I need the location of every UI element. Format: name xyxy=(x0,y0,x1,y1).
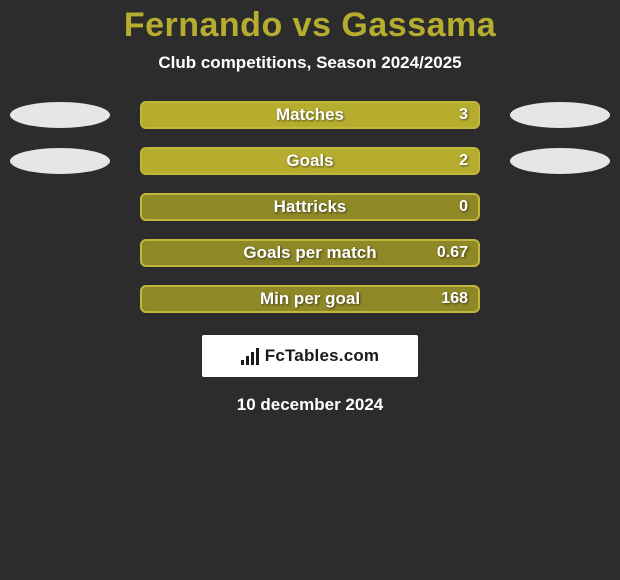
player-marker-left xyxy=(10,102,110,128)
stat-value-right: 168 xyxy=(441,290,468,308)
stat-label: Goals per match xyxy=(243,243,376,263)
page-title: Fernando vs Gassama xyxy=(0,6,620,45)
player-marker-left xyxy=(10,148,110,174)
player-marker-right xyxy=(510,148,610,174)
subtitle: Club competitions, Season 2024/2025 xyxy=(0,53,620,73)
stat-bar-track: Goals per match 0.67 xyxy=(140,239,480,267)
comparison-widget: Fernando vs Gassama Club competitions, S… xyxy=(0,0,620,580)
stat-label: Goals xyxy=(286,151,333,171)
date-label: 10 december 2024 xyxy=(0,395,620,415)
stat-label: Hattricks xyxy=(274,197,347,217)
stat-bar-track: Goals 2 xyxy=(140,147,480,175)
bar-chart-icon xyxy=(241,347,259,365)
stat-row: Min per goal 168 xyxy=(0,285,620,313)
stat-value-right: 3 xyxy=(459,106,468,124)
stat-value-right: 0.67 xyxy=(437,244,468,262)
stat-bar-track: Hattricks 0 xyxy=(140,193,480,221)
stat-value-right: 0 xyxy=(459,198,468,216)
stats-container: Matches 3 Goals 2 Hattricks 0 Goals per match 0… xyxy=(0,101,620,313)
stat-row: Matches 3 xyxy=(0,101,620,129)
branding-badge[interactable]: FcTables.com xyxy=(202,335,418,377)
stat-label: Matches xyxy=(276,105,344,125)
player-marker-right xyxy=(510,102,610,128)
stat-row: Hattricks 0 xyxy=(0,193,620,221)
stat-row: Goals 2 xyxy=(0,147,620,175)
stat-bar-track: Matches 3 xyxy=(140,101,480,129)
stat-bar-track: Min per goal 168 xyxy=(140,285,480,313)
stat-row: Goals per match 0.67 xyxy=(0,239,620,267)
branding-text: FcTables.com xyxy=(265,346,380,366)
stat-value-right: 2 xyxy=(459,152,468,170)
stat-label: Min per goal xyxy=(260,289,360,309)
